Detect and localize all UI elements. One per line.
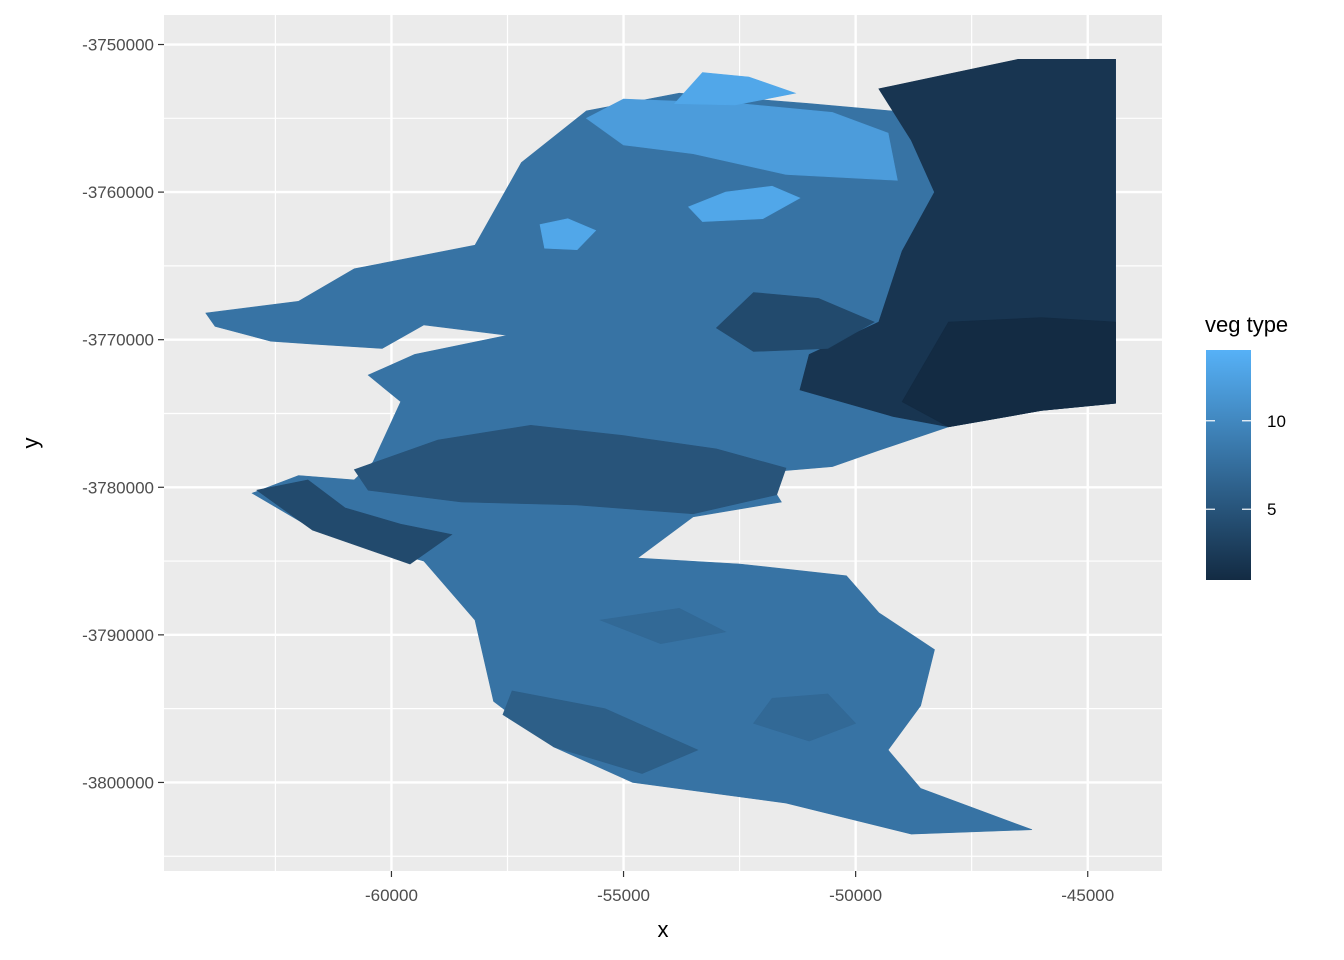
legend-colorbar bbox=[1206, 350, 1251, 580]
x-axis-title: x bbox=[658, 917, 669, 942]
x-axis-ticks: -60000 -55000 -50000 -45000 bbox=[365, 871, 1114, 905]
raster-regions bbox=[205, 58, 1116, 835]
x-tick-label: -45000 bbox=[1061, 886, 1114, 905]
veg-region-6 bbox=[256, 479, 453, 565]
y-tick-label: -3790000 bbox=[82, 626, 154, 645]
veg-region-9 bbox=[539, 218, 597, 251]
veg-region-8 bbox=[687, 185, 801, 222]
y-tick-label: -3770000 bbox=[82, 331, 154, 350]
veg-region-5 bbox=[353, 424, 787, 515]
veg-region-12 bbox=[753, 693, 857, 742]
y-tick-label: -3750000 bbox=[82, 36, 154, 55]
veg-region-3 bbox=[901, 317, 1116, 428]
y-axis-ticks: -3750000 -3760000 -3770000 -3780000 -3790000… bbox=[82, 36, 164, 792]
veg-region-13 bbox=[502, 690, 699, 774]
y-tick-label: -3800000 bbox=[82, 773, 154, 792]
veg-region-11 bbox=[599, 607, 727, 645]
x-tick-label: -60000 bbox=[365, 886, 418, 905]
legend-title: veg type bbox=[1205, 312, 1288, 337]
x-tick-label: -55000 bbox=[597, 886, 650, 905]
legend-tick-label: 10 bbox=[1267, 412, 1286, 431]
veg-region-4 bbox=[585, 98, 898, 181]
legend: veg type 5 10 bbox=[1205, 312, 1288, 580]
y-tick-label: -3780000 bbox=[82, 478, 154, 497]
veg-region-7 bbox=[715, 292, 875, 352]
veg-region-10 bbox=[673, 72, 797, 106]
y-axis-title: y bbox=[18, 438, 43, 449]
y-tick-label: -3760000 bbox=[82, 183, 154, 202]
legend-tick-label: 5 bbox=[1267, 500, 1276, 519]
x-tick-label: -50000 bbox=[829, 886, 882, 905]
legend-ticks: 5 10 bbox=[1206, 412, 1286, 519]
